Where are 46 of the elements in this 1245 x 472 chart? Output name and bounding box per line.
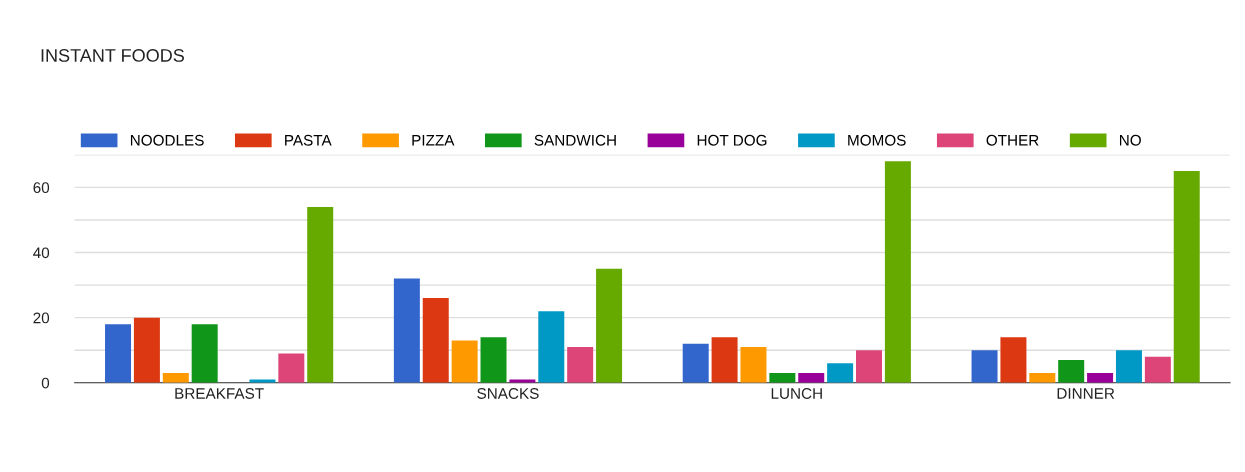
bar: [1087, 373, 1114, 383]
bar: [769, 373, 796, 383]
bar: [971, 350, 998, 383]
chart-title: INSTANT FOODS: [41, 49, 184, 62]
y-tick-label: 40: [33, 247, 50, 259]
bar: [133, 317, 160, 383]
bar: [567, 346, 594, 383]
bar: [105, 324, 132, 383]
bar: [1000, 337, 1027, 383]
legend-label: PIZZA: [412, 135, 455, 146]
x-tick-label: LUNCH: [771, 388, 822, 399]
bar: [740, 346, 767, 383]
x-tick-label: SNACKS: [477, 388, 539, 399]
bar: [278, 353, 305, 383]
bar: [480, 337, 507, 383]
legend-label: HOT DOG: [697, 134, 767, 146]
bar: [884, 161, 911, 383]
y-tick-label: 0: [41, 377, 50, 389]
legend-label: PASTA: [285, 134, 332, 146]
y-tick-label: 20: [33, 312, 50, 324]
bar: [1058, 359, 1085, 383]
x-tick-label: DINNER: [1057, 388, 1115, 399]
bar: [1115, 350, 1142, 383]
bar: [596, 268, 623, 383]
bar: [1173, 171, 1200, 383]
bar: [538, 311, 565, 383]
bar: [422, 298, 449, 383]
bar: [1144, 356, 1171, 383]
legend-label: MOMOS: [848, 134, 906, 146]
legend-label: OTHER: [986, 134, 1039, 146]
bar: [827, 363, 854, 383]
bar: [1029, 373, 1056, 383]
y-tick-label: 60: [33, 182, 50, 194]
bar: [162, 373, 189, 383]
bar: [191, 324, 218, 383]
bar: [451, 340, 478, 383]
bar: [393, 278, 420, 383]
bar: [307, 206, 334, 383]
bar: [711, 337, 738, 383]
bar: [798, 373, 825, 383]
legend-label: NOODLES: [130, 134, 204, 146]
x-tick-label: BREAKFAST: [175, 388, 264, 399]
bar: [682, 343, 709, 383]
legend-label: SANDWICH: [534, 134, 616, 146]
bar: [856, 350, 883, 383]
legend-label: NO: [1119, 134, 1141, 146]
